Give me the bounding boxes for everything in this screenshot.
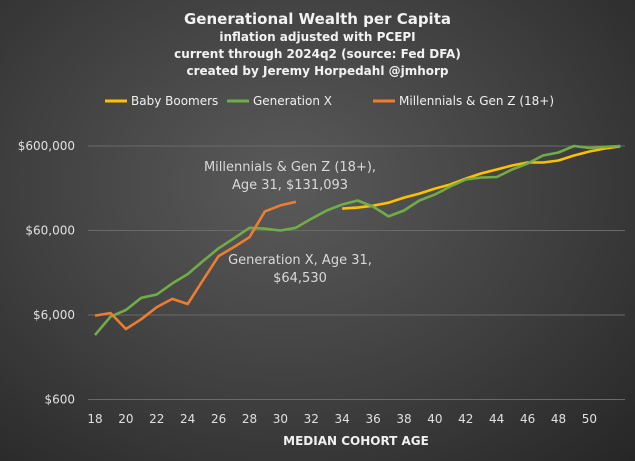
x-tick-label: 34 xyxy=(335,412,350,426)
legend-label: Baby Boomers xyxy=(131,94,218,108)
x-tick-label: 44 xyxy=(489,412,504,426)
x-tick-label: 42 xyxy=(458,412,473,426)
annotation: Age 31, $131,093 xyxy=(232,178,348,193)
x-axis-label: MEDIAN COHORT AGE xyxy=(283,434,429,448)
x-tick-label: 32 xyxy=(304,412,319,426)
legend-label: Millennials & Gen Z (18+) xyxy=(399,94,554,108)
x-tick-label: 46 xyxy=(520,412,535,426)
y-tick-label: $60,000 xyxy=(25,224,75,238)
y-tick-label: $600,000 xyxy=(18,139,75,153)
series-line-2 xyxy=(94,200,297,331)
x-tick-label: 26 xyxy=(211,412,226,426)
x-tick-label: 48 xyxy=(551,412,566,426)
x-tick-label: 50 xyxy=(582,412,597,426)
chart-title: Generational Wealth per Capita xyxy=(184,10,451,28)
x-tick-label: 18 xyxy=(87,412,102,426)
annotation: Millennials & Gen Z (18+), xyxy=(204,160,376,175)
x-tick-label: 38 xyxy=(396,412,411,426)
series-line-0 xyxy=(342,145,621,210)
y-tick-label: $600 xyxy=(44,393,75,407)
y-tick-label: $6,000 xyxy=(33,308,75,322)
x-tick-label: 24 xyxy=(180,412,195,426)
x-tick-label: 28 xyxy=(242,412,257,426)
x-tick-label: 22 xyxy=(149,412,164,426)
x-tick-label: 40 xyxy=(427,412,442,426)
annotation: $64,530 xyxy=(273,271,327,286)
chart-subtitle-2: current through 2024q2 (source: Fed DFA) xyxy=(174,47,461,61)
series-line-1 xyxy=(94,144,621,336)
annotation: Generation X, Age 31, xyxy=(228,253,372,268)
chart-subtitle-1: inflation adjusted with PCEPI xyxy=(219,30,416,44)
x-tick-label: 30 xyxy=(273,412,288,426)
legend-label: Generation X xyxy=(253,94,332,108)
x-tick-label: 20 xyxy=(118,412,133,426)
x-tick-label: 36 xyxy=(365,412,380,426)
chart-subtitle-3: created by Jeremy Horpedahl @jmhorp xyxy=(186,64,449,78)
